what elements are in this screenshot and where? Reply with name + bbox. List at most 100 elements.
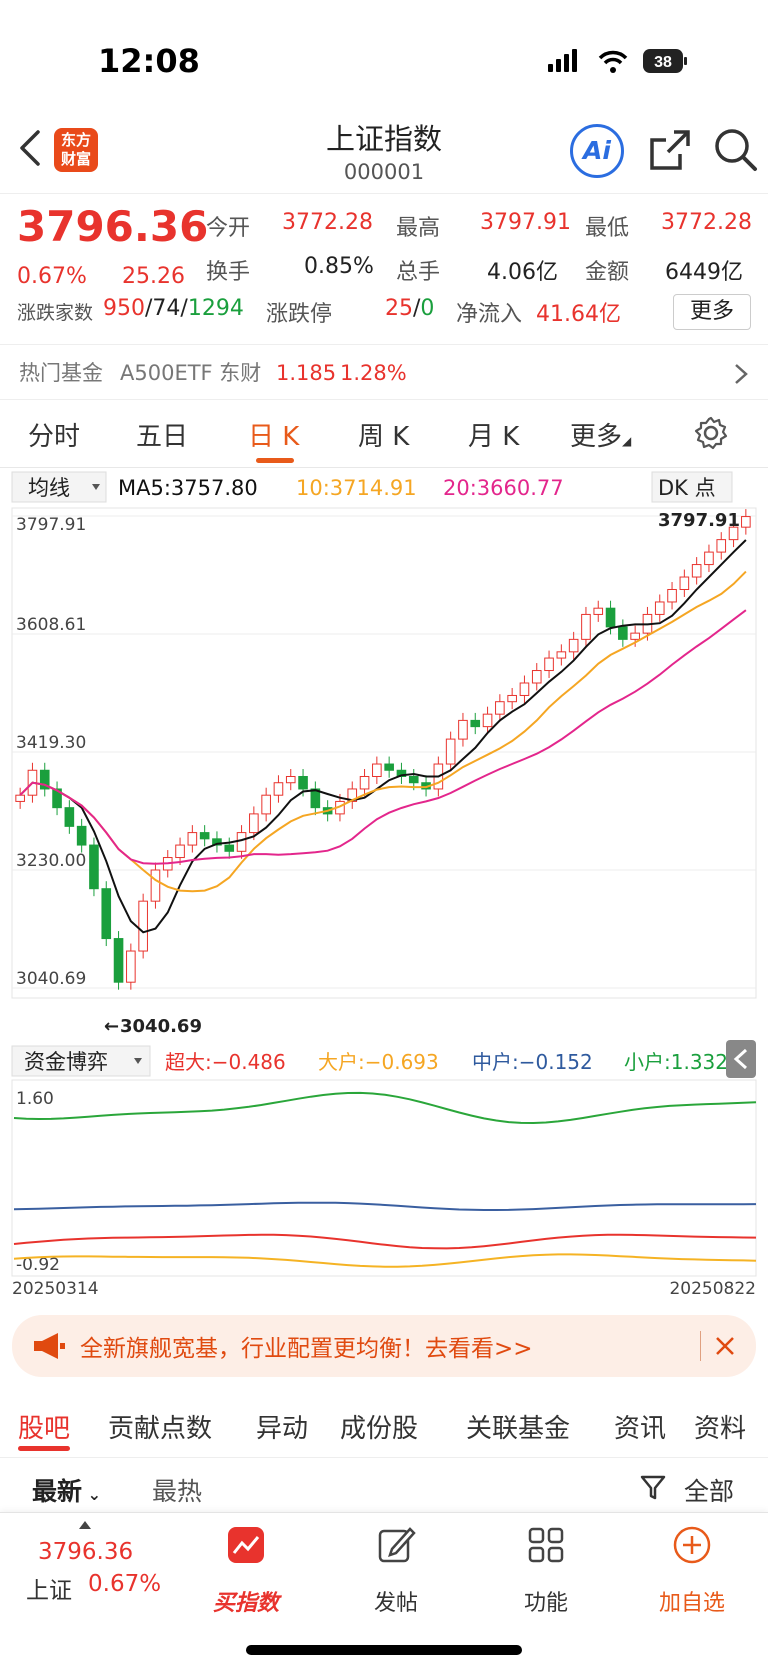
breadth-values: 950/74/1294	[103, 296, 244, 321]
tab-guba[interactable]: 股吧	[18, 1414, 71, 1444]
turnover-value: 0.85%	[304, 254, 374, 279]
candle-body	[630, 632, 640, 640]
ma5-line	[19, 539, 747, 934]
candle-body	[310, 788, 321, 809]
post-button[interactable]: 发帖	[373, 1591, 418, 1616]
close-icon[interactable]	[714, 1335, 736, 1357]
wifi-icon	[598, 50, 628, 73]
candle-body	[654, 601, 665, 615]
filter-all[interactable]: 全部	[684, 1477, 735, 1506]
app-logo: 东方 财富	[54, 128, 98, 172]
last-price: 3796.36	[17, 202, 209, 251]
candle-body	[605, 607, 616, 628]
more-button[interactable]: 更多	[673, 294, 751, 330]
small-line	[13, 1091, 757, 1125]
nav-header: 东方 财富 上证指数 000001 Ai	[0, 110, 768, 194]
x-start-date: 20250314	[12, 1279, 99, 1299]
candle-body	[384, 763, 394, 771]
status-bar: 12:08 38	[0, 0, 768, 110]
sort-latest[interactable]: 最新 ⌄	[32, 1477, 101, 1506]
candle-body	[298, 775, 308, 790]
ai-button[interactable]: Ai	[570, 124, 624, 178]
candle-body	[408, 775, 419, 784]
super-legend: 超大:−0.486	[165, 1050, 286, 1074]
tab-constituents[interactable]: 成份股	[340, 1414, 419, 1444]
tab-more[interactable]: 更多◢	[570, 422, 632, 452]
min-price-label: 3040.69	[120, 1016, 202, 1037]
collapse-button[interactable]	[726, 1040, 756, 1078]
dk-button[interactable]	[651, 471, 733, 503]
footer-price: 3796.36	[38, 1539, 134, 1565]
sort-hot[interactable]: 最热	[152, 1477, 203, 1506]
tab-news[interactable]: 资讯	[614, 1414, 667, 1444]
page-title: 上证指数	[325, 122, 442, 156]
kline-svg[interactable]: 均线 MA5:3757.80 10:3714.91 20:3660.77 DK …	[0, 468, 768, 1308]
large-line	[13, 1253, 757, 1268]
filter-icon[interactable]	[640, 1474, 668, 1502]
tab-5day[interactable]: 五日	[136, 422, 189, 452]
candle-body	[716, 539, 727, 553]
candle-body	[445, 738, 456, 765]
footer-pct: 0.67%	[88, 1571, 162, 1597]
active-tab-indicator	[256, 458, 294, 463]
tab-monthly-k[interactable]: 月 K	[468, 422, 520, 452]
tab-related-funds[interactable]: 关联基金	[466, 1414, 571, 1444]
candle-body	[741, 516, 751, 528]
svg-text:38: 38	[654, 54, 672, 71]
indicator-frame	[11, 1079, 757, 1277]
candle-body	[556, 651, 567, 659]
add-circle-icon[interactable]	[672, 1525, 712, 1565]
hot-fund-price: 1.185	[276, 361, 337, 385]
indicator-name: 资金博弈	[24, 1050, 108, 1074]
volume-label: 总手	[396, 260, 441, 285]
tab-movement[interactable]: 异动	[256, 1414, 309, 1444]
share-icon[interactable]	[648, 128, 692, 172]
chevron-left-icon	[733, 1048, 748, 1070]
back-icon[interactable]	[16, 128, 44, 168]
y-tick-label: 3040.69	[16, 969, 86, 989]
kline-chart-area[interactable]: 均线 MA5:3757.80 10:3714.91 20:3660.77 DK …	[0, 468, 768, 1308]
candle-body	[347, 788, 358, 802]
banner-divider	[700, 1331, 701, 1361]
tab-profile[interactable]: 资料	[694, 1414, 747, 1444]
candle-body	[52, 788, 62, 809]
tab-daily-k[interactable]: 日 K	[248, 422, 300, 452]
trend-chart-icon[interactable]	[226, 1525, 266, 1565]
amount-label: 金额	[585, 260, 630, 285]
settings-gear-icon[interactable]	[694, 416, 728, 450]
candle-body	[236, 832, 247, 852]
candle-body	[261, 794, 271, 815]
candle-body	[495, 701, 505, 715]
grid-apps-icon[interactable]	[526, 1525, 566, 1565]
candle-body	[679, 576, 690, 590]
volume-value: 4.06亿	[487, 260, 558, 285]
tab-intraday[interactable]: 分时	[28, 422, 81, 452]
ma10-label: 10:3714.91	[296, 476, 417, 500]
hot-fund-row[interactable]: 热门基金 A500ETF 东财 1.185 1.28%	[0, 344, 768, 400]
open-label: 今开	[206, 216, 251, 241]
promo-banner[interactable]: 全新旗舰宽基，行业配置更均衡！去看看>>	[12, 1315, 756, 1377]
candle-body	[593, 607, 604, 615]
tab-contribution[interactable]: 贡献点数	[108, 1414, 213, 1444]
super-line	[13, 1233, 757, 1250]
candle-body	[76, 825, 87, 846]
search-icon[interactable]	[714, 128, 758, 172]
add-watchlist-button[interactable]: 加自选	[658, 1591, 725, 1616]
candle-body	[199, 832, 210, 840]
candle-body	[544, 657, 554, 672]
megaphone-icon	[34, 1333, 65, 1359]
status-icons: 38	[548, 49, 687, 73]
edit-post-icon[interactable]	[376, 1525, 416, 1565]
function-button[interactable]: 功能	[523, 1591, 568, 1616]
battery-icon: 38	[643, 49, 687, 73]
candle-body	[224, 844, 235, 852]
hot-fund-pct: 1.28%	[340, 361, 407, 385]
candle-body	[470, 719, 481, 728]
min-arrow: ←	[104, 1016, 119, 1037]
candle-body	[89, 844, 99, 890]
chevron-right-icon	[735, 364, 748, 384]
tab-weekly-k[interactable]: 周 K	[358, 422, 410, 452]
hot-fund-name: A500ETF 东财	[120, 361, 262, 385]
buy-index-button[interactable]: 买指数	[212, 1591, 279, 1616]
candle-body	[691, 564, 702, 578]
